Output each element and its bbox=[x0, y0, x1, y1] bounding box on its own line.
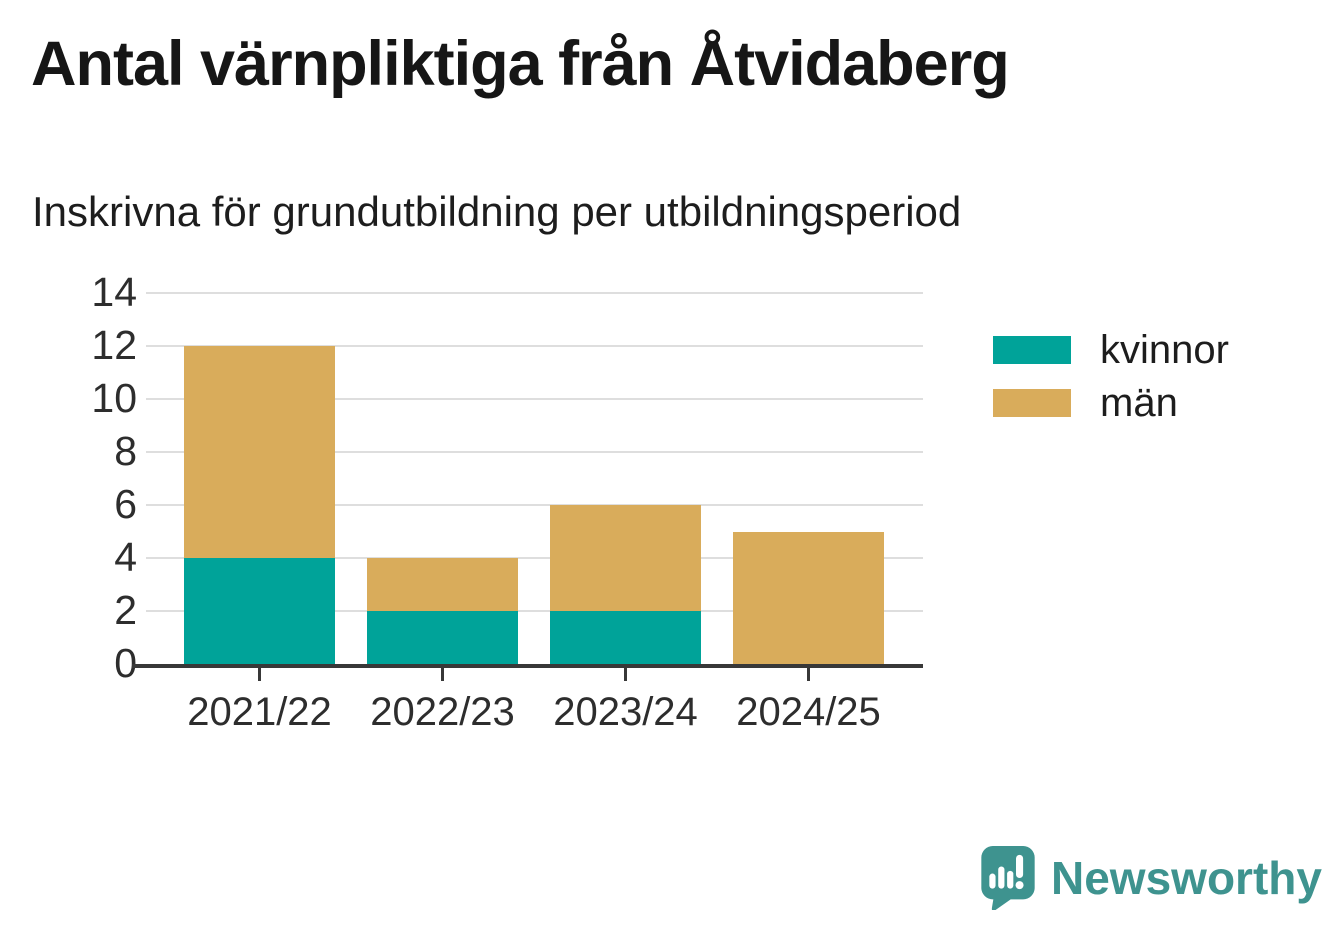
y-tick-label: 0 bbox=[114, 640, 137, 686]
y-tick-label: 8 bbox=[114, 428, 137, 474]
bar-segment-män bbox=[367, 558, 518, 611]
x-axis-line bbox=[132, 664, 923, 668]
page-title: Antal värnpliktiga från Åtvidaberg bbox=[31, 29, 1010, 99]
legend-label: män bbox=[1100, 380, 1178, 425]
y-tick-label: 6 bbox=[114, 481, 137, 527]
bar-2021/22 bbox=[184, 346, 335, 664]
bar-segment-män bbox=[550, 505, 701, 611]
brand-name: Newsworthy bbox=[1051, 852, 1322, 904]
chart-subtitle: Inskrivna för grundutbildning per utbild… bbox=[32, 188, 962, 235]
x-tick-label: 2022/23 bbox=[370, 690, 515, 734]
bar-segment-män bbox=[733, 531, 884, 664]
brand-footer: Newsworthy bbox=[981, 846, 1322, 910]
x-tick-label: 2021/22 bbox=[187, 690, 332, 734]
bar-2022/23 bbox=[367, 558, 518, 664]
legend-item-kvinnor: kvinnor bbox=[993, 327, 1229, 372]
x-tick bbox=[624, 668, 627, 681]
bar-2023/24 bbox=[550, 505, 701, 664]
y-tick-label: 4 bbox=[114, 534, 137, 580]
plot-area bbox=[132, 292, 923, 681]
gridline-y-6 bbox=[146, 504, 923, 506]
newsworthy-logo-icon bbox=[981, 846, 1035, 910]
gridline-y-12 bbox=[146, 345, 923, 347]
legend-swatch-kvinnor bbox=[993, 336, 1071, 364]
legend: kvinnor män bbox=[993, 327, 1229, 436]
gridline-y-14 bbox=[146, 292, 923, 294]
gridline-y-2 bbox=[146, 610, 923, 612]
gridline-y-10 bbox=[146, 398, 923, 400]
bar-2024/25 bbox=[733, 531, 884, 664]
y-tick-label: 12 bbox=[91, 322, 137, 368]
legend-label: kvinnor bbox=[1100, 327, 1229, 372]
x-tick bbox=[258, 668, 261, 681]
x-tick bbox=[441, 668, 444, 681]
x-tick-label: 2023/24 bbox=[553, 690, 698, 734]
bar-segment-kvinnor bbox=[367, 611, 518, 664]
legend-swatch-män bbox=[993, 389, 1071, 417]
y-tick-label: 10 bbox=[91, 375, 137, 421]
x-tick-label: 2024/25 bbox=[736, 690, 881, 734]
bar-segment-kvinnor bbox=[184, 558, 335, 664]
y-axis: 0 2 4 6 8 10 12 14 bbox=[20, 272, 137, 684]
y-tick-label: 2 bbox=[114, 587, 137, 633]
gridline-y-8 bbox=[146, 451, 923, 453]
bar-segment-kvinnor bbox=[550, 611, 701, 664]
x-axis: 2021/22 2022/23 2023/24 2024/25 bbox=[146, 668, 923, 734]
y-tick-label: 14 bbox=[91, 269, 137, 315]
x-tick bbox=[807, 668, 810, 681]
bar-segment-män bbox=[184, 346, 335, 558]
gridline-y-4 bbox=[146, 557, 923, 559]
legend-item-män: män bbox=[993, 380, 1229, 425]
